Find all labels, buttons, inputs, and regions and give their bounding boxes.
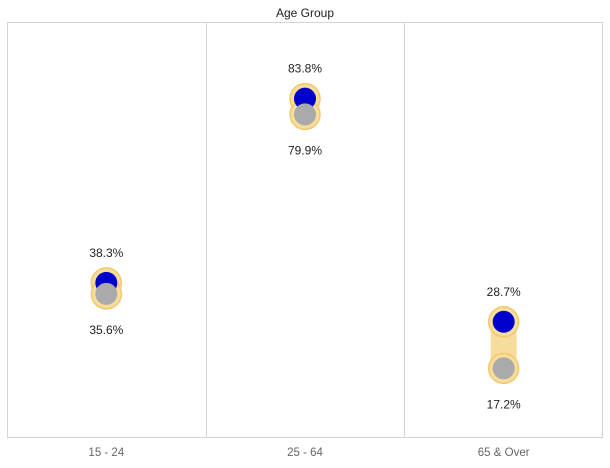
lower-value-label: 79.9% bbox=[288, 143, 322, 157]
upper-point bbox=[294, 87, 316, 110]
x-tick-label: 15 - 24 bbox=[88, 447, 124, 459]
lower-point bbox=[294, 103, 316, 126]
plot-border bbox=[7, 22, 603, 438]
lower-point bbox=[492, 357, 515, 380]
dumbbell-group: 38.3% 35.6% bbox=[89, 246, 123, 337]
upper-value-label: 38.3% bbox=[89, 246, 123, 260]
plot-frame bbox=[7, 22, 603, 438]
plot-marks: 38.3% 35.6% 83.8% 79.9% 28.7% 17.2% bbox=[89, 62, 521, 412]
chart-title: Age Group bbox=[276, 6, 334, 20]
upper-value-label: 28.7% bbox=[487, 285, 521, 299]
lower-value-label: 35.6% bbox=[89, 323, 123, 337]
x-tick-label: 65 & Over bbox=[478, 447, 530, 459]
lower-point bbox=[95, 282, 118, 305]
upper-point bbox=[492, 310, 515, 333]
dumbbell-group: 28.7% 17.2% bbox=[487, 285, 521, 412]
lower-value-label: 17.2% bbox=[487, 397, 521, 411]
x-tick-label: 25 - 64 bbox=[287, 447, 323, 459]
dumbbell-group: 83.8% 79.9% bbox=[288, 62, 322, 158]
upper-value-label: 83.8% bbox=[288, 62, 322, 76]
x-axis-ticks: 15 - 24 25 - 64 65 & Over bbox=[88, 447, 529, 459]
